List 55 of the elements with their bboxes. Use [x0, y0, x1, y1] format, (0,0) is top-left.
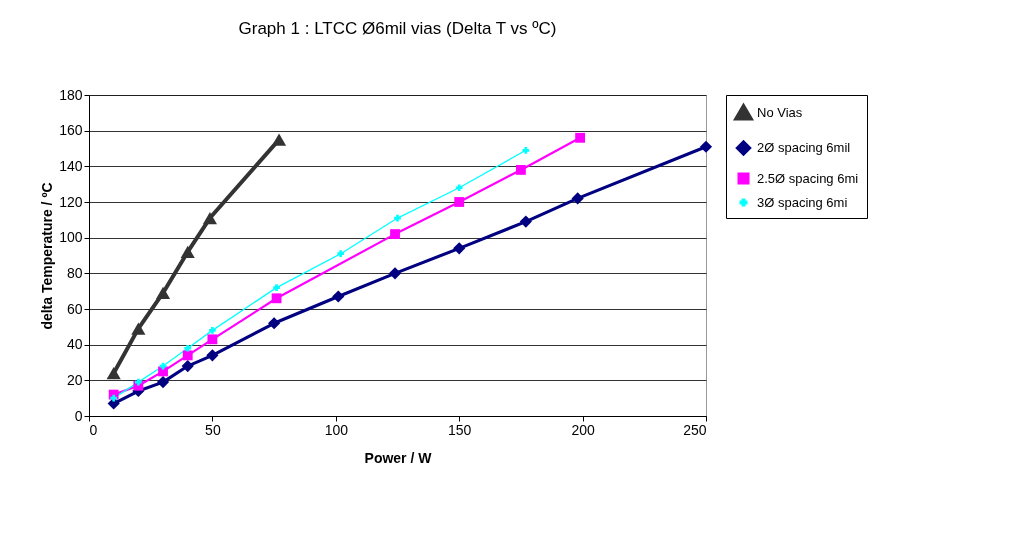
- point: [106, 367, 121, 380]
- point: [180, 245, 195, 259]
- point: [522, 146, 530, 154]
- point: [209, 327, 216, 334]
- x-tick-label: 50: [205, 421, 221, 438]
- point: [519, 215, 532, 228]
- point: [515, 164, 526, 175]
- legend-label: No Vias: [757, 104, 803, 120]
- legend-label: 2Ø spacing 6mil: [757, 140, 851, 155]
- point: [202, 211, 217, 225]
- point: [455, 184, 463, 192]
- legend-label: 2.5Ø spacing 6mi: [757, 170, 859, 186]
- x-tick-label: 100: [324, 421, 349, 438]
- point: [207, 334, 218, 345]
- point: [271, 293, 282, 304]
- x-tick-label: 150: [448, 421, 472, 438]
- chart-title: Graph 1 : LTCC Ø6mil vias (Delta T vs ºC): [238, 19, 557, 38]
- point: [337, 250, 345, 258]
- point: [182, 350, 193, 361]
- x-tick-label: 200: [571, 421, 595, 438]
- point: [575, 132, 586, 143]
- point: [155, 286, 171, 300]
- x-tick-label: 0: [89, 421, 98, 438]
- y-tick-label: 140: [59, 157, 83, 174]
- legend-label: 3Ø spacing 6mi: [757, 194, 848, 210]
- point: [332, 290, 345, 303]
- point: [454, 197, 465, 207]
- point: [271, 133, 287, 146]
- point: [110, 394, 118, 402]
- point: [388, 267, 402, 280]
- y-tick-label: 160: [59, 122, 83, 139]
- x-tick-label: 250: [683, 421, 707, 438]
- point: [268, 317, 281, 330]
- y-axis-title: delta Temperature / ºC: [39, 182, 56, 330]
- point: [699, 140, 713, 153]
- point: [135, 378, 142, 386]
- x-axis-title: Power / W: [364, 449, 433, 466]
- y-tick-label: 120: [59, 193, 83, 210]
- y-tick-label: 0: [74, 407, 83, 424]
- y-tick-label: 100: [59, 229, 83, 246]
- point: [184, 344, 192, 352]
- point: [156, 376, 170, 389]
- y-tick-label: 40: [66, 336, 83, 353]
- point: [206, 349, 219, 362]
- y-tick-label: 60: [66, 300, 83, 317]
- point: [273, 284, 280, 291]
- point: [390, 229, 400, 240]
- y-tick-label: 20: [66, 371, 83, 388]
- point: [453, 242, 466, 255]
- y-tick-label: 180: [59, 86, 83, 103]
- point: [394, 214, 401, 222]
- y-tick-label: 80: [66, 264, 83, 281]
- point: [131, 322, 146, 335]
- point: [571, 192, 584, 205]
- point: [181, 359, 194, 373]
